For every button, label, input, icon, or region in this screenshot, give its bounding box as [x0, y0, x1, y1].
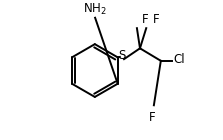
Text: F: F: [142, 13, 148, 26]
Text: NH$_2$: NH$_2$: [83, 2, 107, 17]
Text: Cl: Cl: [174, 53, 185, 66]
Text: F: F: [149, 111, 156, 124]
Text: S: S: [118, 49, 126, 62]
Text: F: F: [153, 13, 159, 26]
